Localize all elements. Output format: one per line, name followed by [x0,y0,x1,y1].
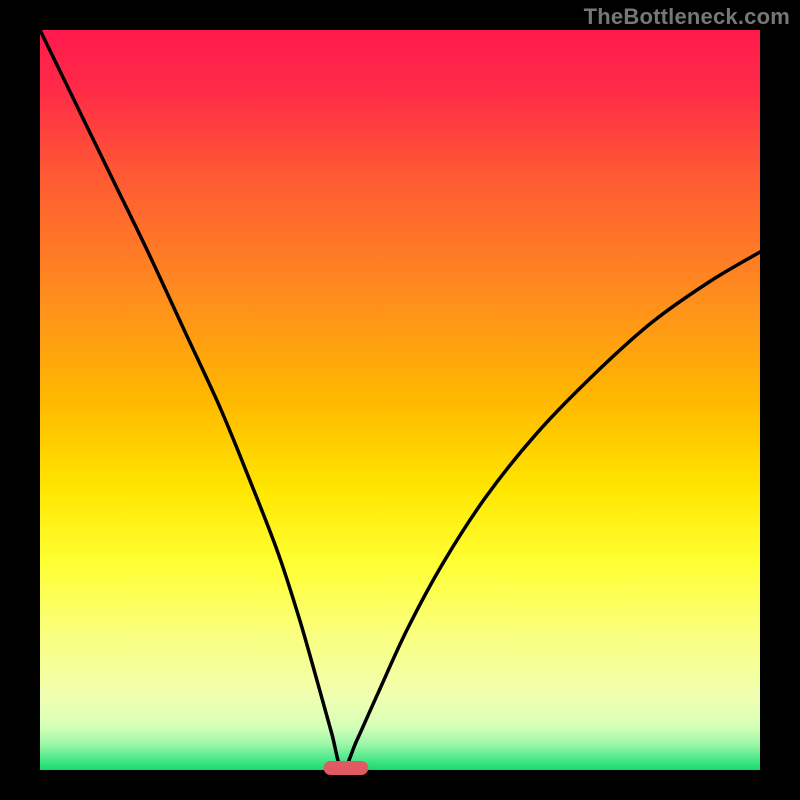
chart-svg [0,0,800,800]
gradient-background [40,30,760,770]
watermark-text: TheBottleneck.com [584,4,790,30]
stage: TheBottleneck.com [0,0,800,800]
minimum-marker [324,761,369,775]
